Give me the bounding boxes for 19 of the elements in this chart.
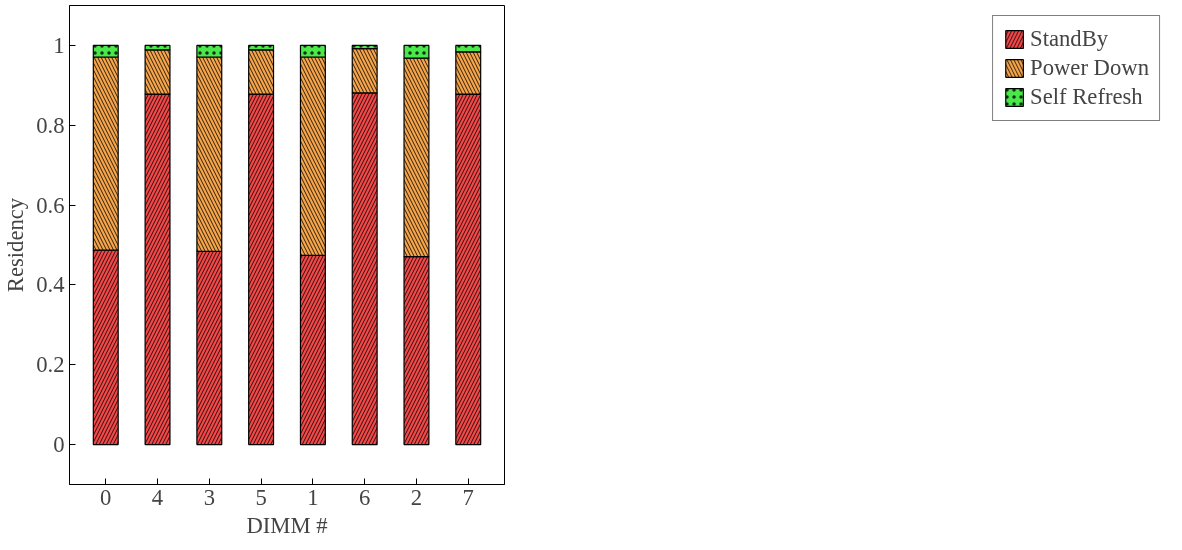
x-tick-label: 7 (462, 484, 474, 510)
x-tick-label: 6 (359, 484, 371, 510)
x-tick-label: 3 (203, 484, 215, 510)
legend-label: Self Refresh (1030, 84, 1143, 110)
x-tick-label: 2 (410, 484, 423, 510)
y-tick-label: 0.8 (36, 112, 65, 138)
x-tick-label: 4 (151, 484, 164, 510)
y-axis-title: Residency (3, 197, 29, 293)
x-axis-title: DIMM # (246, 512, 328, 538)
legend-label: StandBy (1030, 26, 1109, 52)
y-tick-label: 0.4 (36, 272, 65, 298)
y-tick-label: 0 (53, 432, 65, 458)
x-tick-label: 5 (255, 484, 267, 510)
y-tick-label: 0.6 (36, 192, 65, 218)
y-tick-label: 1 (53, 32, 65, 58)
x-tick-label: 1 (307, 484, 319, 510)
y-tick-label: 0.2 (36, 352, 65, 378)
x-tick-label: 0 (100, 484, 112, 510)
legend-label: Power Down (1030, 55, 1149, 81)
